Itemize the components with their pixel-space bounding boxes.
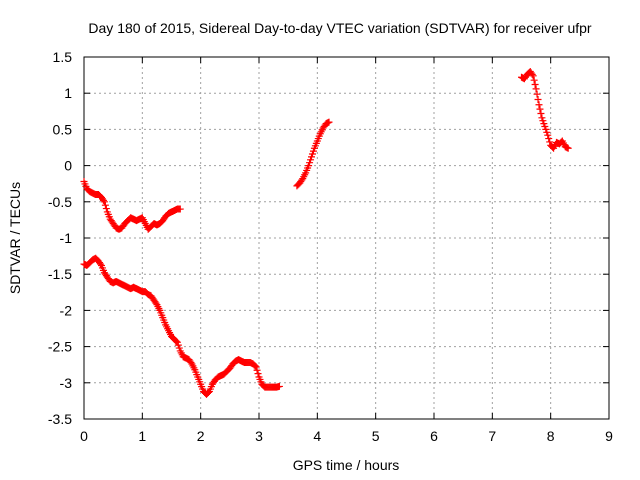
- y-tick-label: -1.5: [48, 266, 72, 282]
- series-arc-2: [80, 254, 283, 398]
- data-point: [546, 138, 554, 146]
- y-tick-label: 0: [64, 158, 72, 174]
- y-tick-label: -2: [60, 302, 73, 318]
- data-point: [252, 363, 260, 371]
- data-point: [545, 135, 553, 143]
- data-point: [102, 205, 110, 213]
- data-point: [99, 196, 107, 204]
- data-point: [529, 72, 537, 80]
- y-tick-label: 1.5: [53, 49, 73, 65]
- y-tick-label: 1: [64, 85, 72, 101]
- data-point: [172, 337, 180, 345]
- x-axis-label: GPS time / hours: [293, 457, 400, 473]
- x-tick-label: 0: [80, 428, 88, 444]
- y-tick-label: -3: [60, 375, 73, 391]
- series-arc-4: [518, 67, 572, 152]
- data-point: [537, 109, 545, 117]
- data-point: [532, 85, 540, 93]
- data-point: [530, 76, 538, 84]
- y-tick-label: 0.5: [53, 121, 73, 137]
- x-tick-label: 7: [488, 428, 496, 444]
- data-point: [101, 201, 109, 209]
- x-tick-label: 3: [255, 428, 263, 444]
- series-arc-3: [293, 118, 333, 190]
- data-point: [251, 362, 259, 370]
- data-point: [564, 144, 572, 152]
- series-arc-1: [80, 178, 184, 233]
- data-point: [97, 260, 105, 268]
- grid-lines: [84, 57, 609, 419]
- x-tick-label: 2: [197, 428, 205, 444]
- data-point: [531, 81, 539, 89]
- x-tick-label: 9: [605, 428, 613, 444]
- data-point: [536, 105, 544, 113]
- data-point: [544, 131, 552, 139]
- data-point: [176, 205, 184, 213]
- data-point: [528, 70, 536, 78]
- plot-frame: [83, 56, 610, 420]
- axis-ticks: [83, 56, 610, 420]
- data-point: [535, 101, 543, 109]
- x-tick-label: 8: [547, 428, 555, 444]
- y-tick-label: -1: [60, 230, 73, 246]
- data-point: [533, 90, 541, 98]
- data-point: [534, 95, 542, 103]
- data-point: [253, 366, 261, 374]
- x-tick-label: 1: [138, 428, 146, 444]
- x-axis-tick-labels: 0 1 2 3 4 5 6 7 8 9: [80, 428, 613, 444]
- data-point: [254, 370, 262, 378]
- x-tick-label: 4: [313, 428, 321, 444]
- y-tick-label: -0.5: [48, 194, 72, 210]
- y-axis-label: SDTVAR / TECUs: [7, 182, 23, 294]
- x-tick-label: 5: [372, 428, 380, 444]
- data-point: [325, 118, 333, 126]
- y-tick-label: -3.5: [48, 411, 72, 427]
- x-tick-label: 6: [430, 428, 438, 444]
- data-point: [100, 198, 108, 206]
- data-points: [80, 67, 572, 398]
- chart-title: Day 180 of 2015, Sidereal Day-to-day VTE…: [88, 20, 592, 36]
- y-axis-tick-labels: 1.5 1 0.5 0 -0.5 -1 -1.5 -2 -2.5 -3 -3.5: [48, 49, 72, 427]
- data-point: [275, 382, 283, 390]
- y-tick-label: -2.5: [48, 339, 72, 355]
